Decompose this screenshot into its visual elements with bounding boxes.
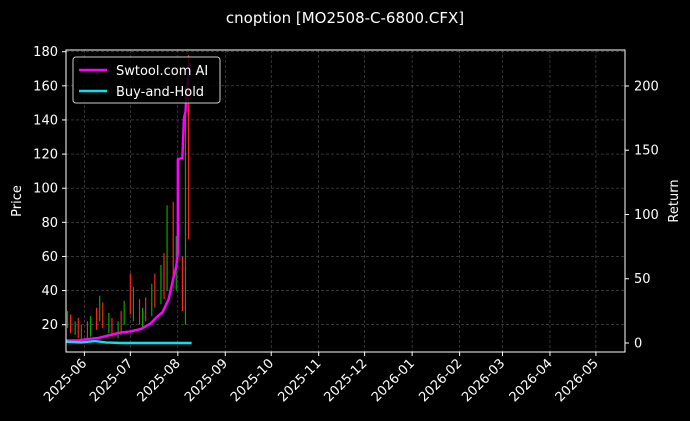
- y-right-label: Return: [667, 179, 682, 222]
- y-left-tick-label: 60: [41, 250, 58, 265]
- y-left-label: Price: [10, 185, 25, 217]
- y-left-ticks: 20 40 60 80 100 120 140 160 180: [33, 45, 66, 333]
- y-left-tick-label: 120: [33, 148, 58, 163]
- y-left-tick-label: 20: [41, 318, 58, 333]
- series-lines: [65, 62, 192, 345]
- candlesticks: [66, 55, 190, 341]
- series-line-hold: [65, 339, 192, 345]
- y-left-tick-label: 100: [33, 182, 58, 197]
- legend-box: [72, 56, 221, 104]
- y-right-tick-label: 50: [634, 272, 651, 287]
- chart-title: cnoption [MO2508-C-6800.CFX]: [226, 9, 464, 27]
- y-right-ticks: 0 50 100 150 200: [625, 79, 659, 352]
- legend-label-hold: Buy-and-Hold: [116, 85, 204, 100]
- y-right-tick-label: 100: [634, 208, 659, 223]
- plot-frame: [65, 49, 626, 353]
- y-left-tick-label: 180: [33, 45, 58, 60]
- legend-label-ai: Swtool.com AI: [116, 64, 208, 79]
- y-left-tick-label: 140: [33, 113, 58, 128]
- y-left-tick-label: 40: [41, 284, 58, 299]
- y-right-tick-label: 0: [634, 337, 642, 352]
- y-left-tick-label: 80: [41, 216, 58, 231]
- y-right-tick-label: 150: [634, 144, 659, 159]
- y-right-tick-label: 200: [634, 79, 659, 94]
- legend: Swtool.com AI Buy-and-Hold: [72, 56, 221, 104]
- grid: [66, 50, 625, 352]
- y-left-tick-label: 160: [33, 79, 58, 94]
- series-line-ai: [66, 62, 192, 342]
